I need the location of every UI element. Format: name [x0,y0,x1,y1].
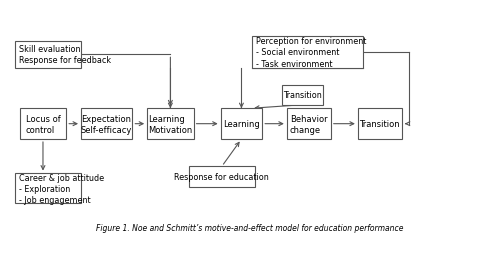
FancyBboxPatch shape [220,109,262,139]
FancyBboxPatch shape [252,37,362,69]
Text: Behavior
change: Behavior change [290,114,328,134]
FancyBboxPatch shape [20,109,66,139]
FancyBboxPatch shape [15,174,81,203]
Text: Transition: Transition [284,91,322,100]
Text: Learning: Learning [223,120,260,129]
FancyBboxPatch shape [282,85,324,105]
FancyBboxPatch shape [287,109,331,139]
FancyBboxPatch shape [358,109,402,139]
Text: Transition: Transition [360,120,400,129]
FancyBboxPatch shape [189,167,255,187]
Text: Response for education: Response for education [174,172,269,181]
FancyBboxPatch shape [147,109,194,139]
Text: Learning
Motivation: Learning Motivation [148,114,192,134]
Text: Figure 1. Noe and Schmitt’s motive-and-effect model for education performance: Figure 1. Noe and Schmitt’s motive-and-e… [96,223,404,232]
Text: Locus of
control: Locus of control [26,114,60,134]
Text: Perception for environment
- Social environment
- Task environment: Perception for environment - Social envi… [256,37,366,68]
Text: Skill evaluation
Response for feedback: Skill evaluation Response for feedback [18,45,111,65]
FancyBboxPatch shape [15,41,81,69]
FancyBboxPatch shape [81,109,132,139]
Text: Career & job attitude
- Exploration
- Job engagement: Career & job attitude - Exploration - Jo… [18,173,104,204]
Text: Expectation
Self-efficacy: Expectation Self-efficacy [81,114,132,134]
